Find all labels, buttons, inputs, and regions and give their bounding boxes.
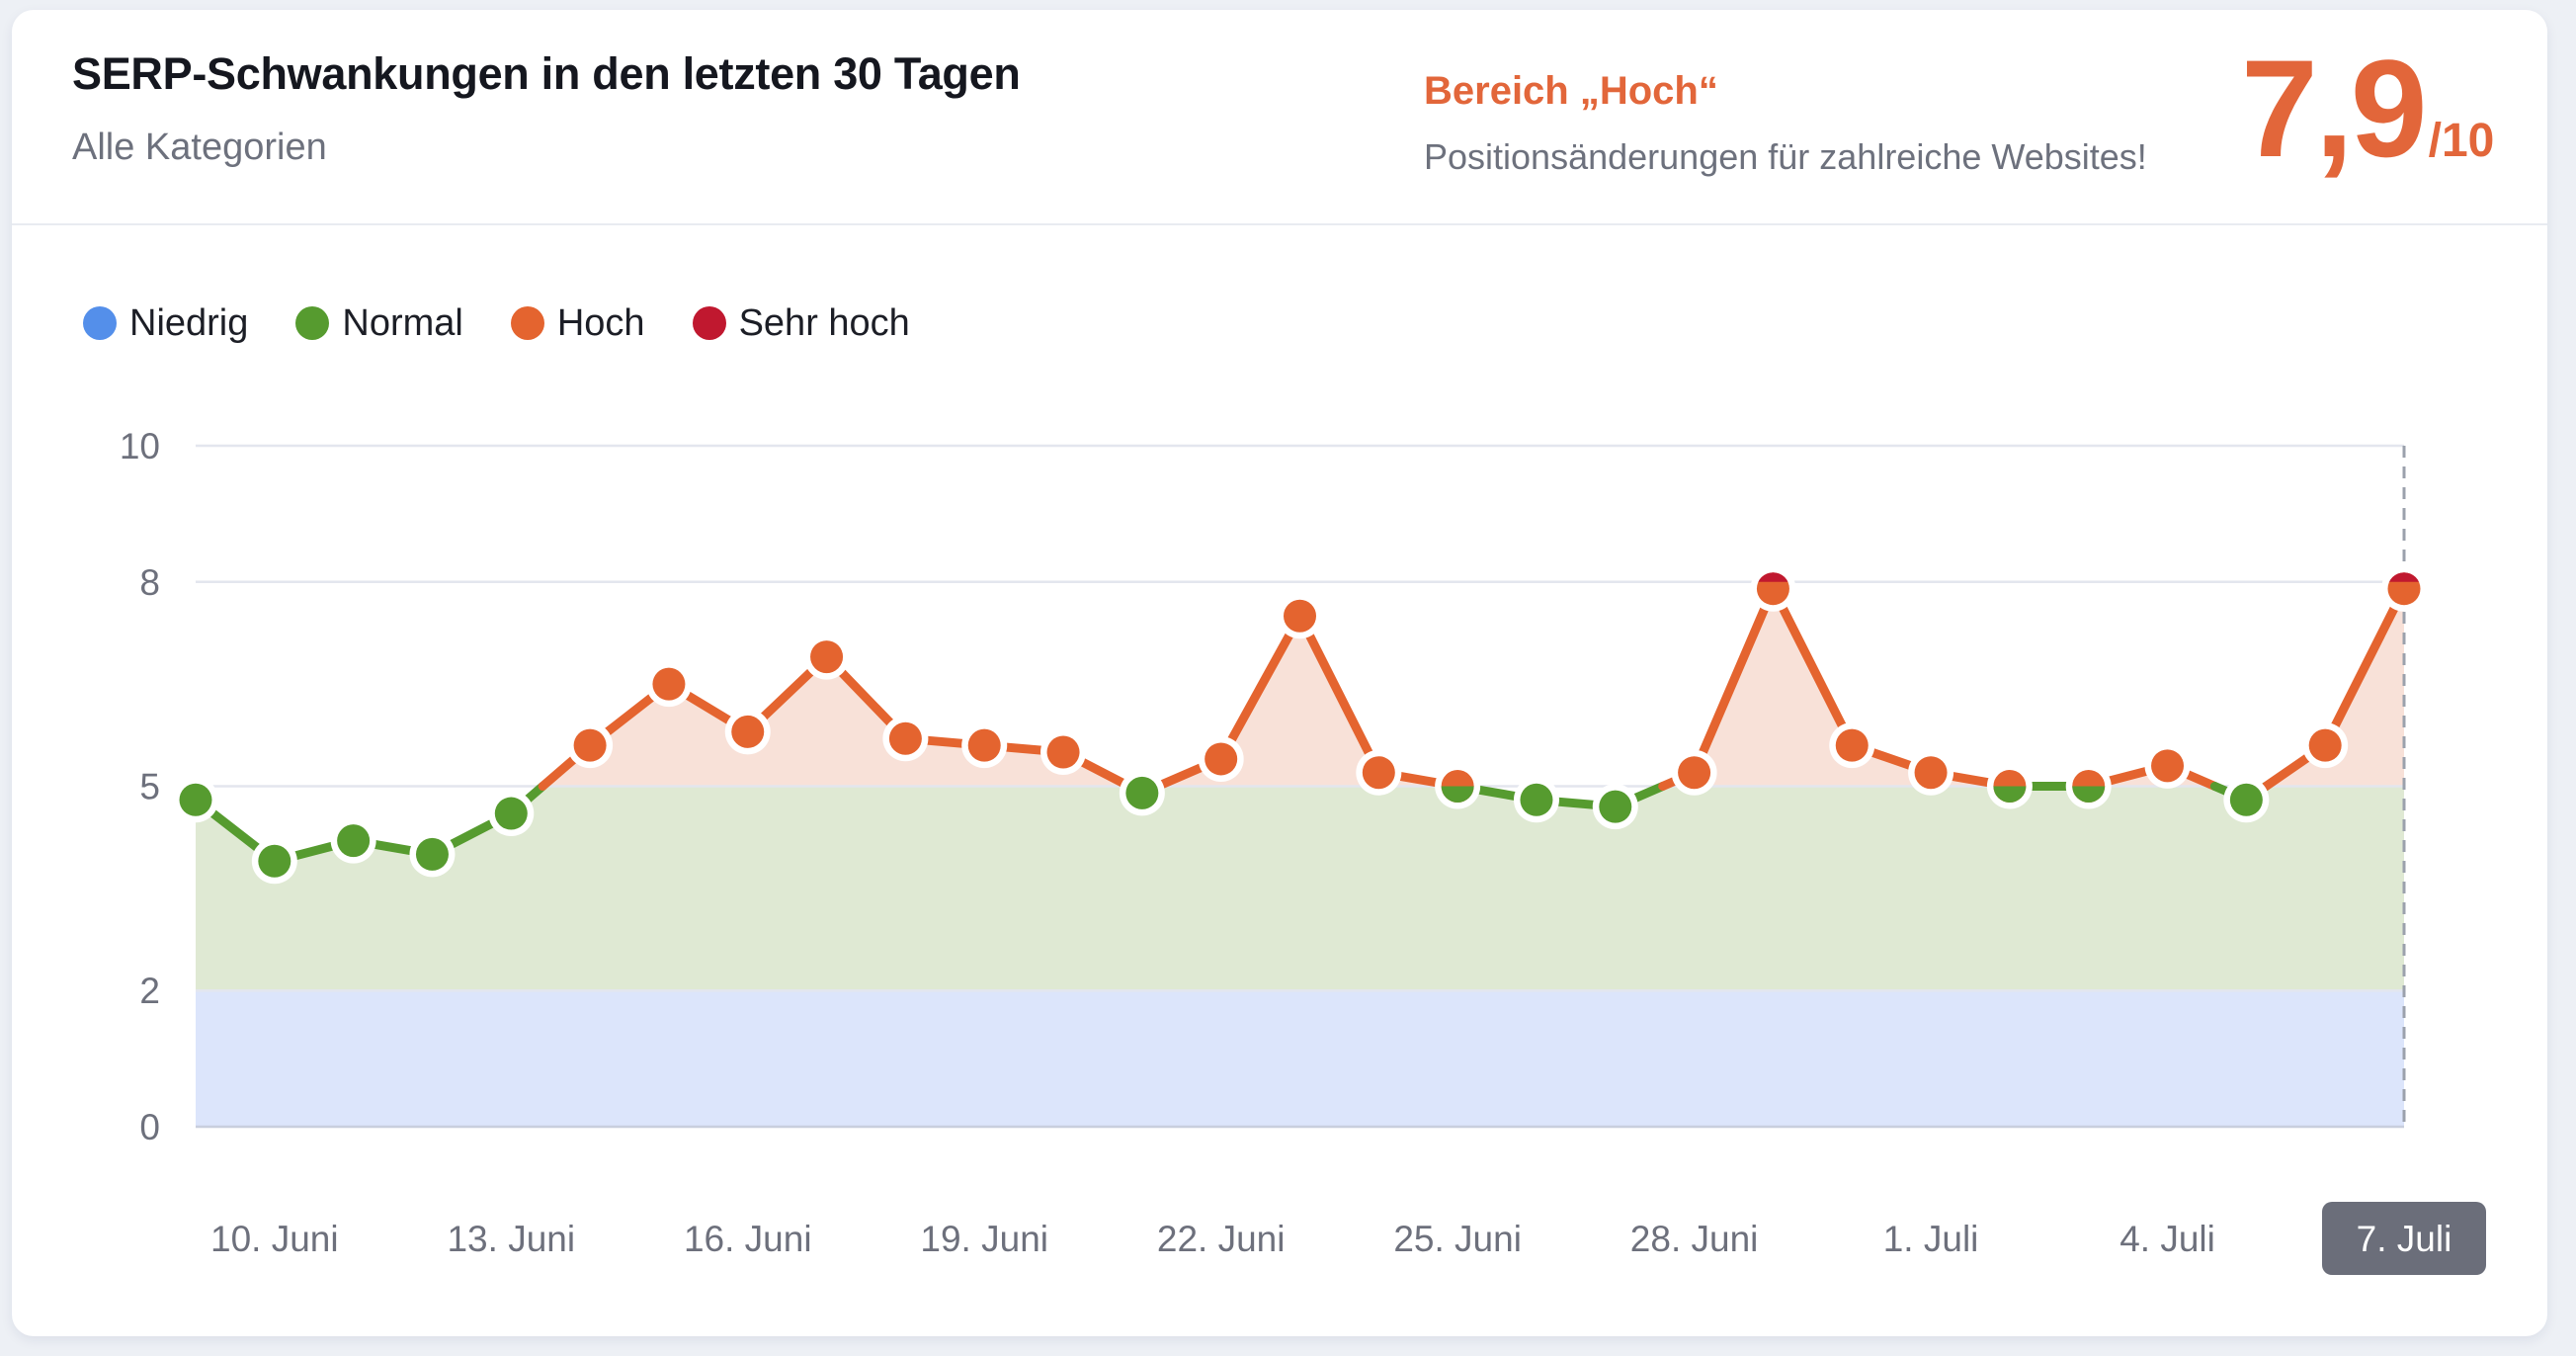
area-hoch-fill xyxy=(2266,588,2404,787)
legend-item-normal: Normal xyxy=(295,302,463,344)
area-hoch-fill xyxy=(1662,588,2215,787)
niedrig-legend-dot-icon xyxy=(83,306,117,340)
normal-legend-dot-icon xyxy=(295,306,330,340)
area-normal-fill xyxy=(196,786,2404,991)
volatility-score: 7,9 /10 xyxy=(2241,40,2494,178)
chart-legend: Niedrig Normal Hoch Sehr hoch xyxy=(83,304,910,342)
current-date-badge-label: 7. Juli xyxy=(2357,1219,2452,1259)
x-tick-label: 28. Juni xyxy=(1630,1219,1759,1259)
data-point-18-juni[interactable] xyxy=(888,721,922,755)
x-tick-label: 22. Juni xyxy=(1157,1219,1286,1259)
data-point-sehr-hoch-cap xyxy=(2389,572,2419,582)
data-point-1-juli[interactable] xyxy=(1914,756,1948,790)
serp-volatility-chart: 0 2 5 8 10 10. Juni 13. Juni 16. Juni 19. Juni 22… xyxy=(120,426,2486,1275)
data-point-10-juni[interactable] xyxy=(258,844,291,878)
data-point-5-juli[interactable] xyxy=(2229,783,2263,816)
data-point-9-juni[interactable] xyxy=(179,783,212,816)
score-denominator: /10 xyxy=(2428,115,2495,167)
score-value: 7,9 xyxy=(2241,31,2428,186)
y-tick-label-0: 0 xyxy=(139,1107,160,1147)
status-level-label: Bereich „Hoch“ xyxy=(1424,69,1718,113)
data-point-28-juni[interactable] xyxy=(1678,756,1711,790)
data-point-17-juni[interactable] xyxy=(810,640,844,674)
data-point-30-juni[interactable] xyxy=(1835,728,1869,762)
y-tick-label-10: 10 xyxy=(120,426,160,466)
legend-item-label: Normal xyxy=(342,302,463,344)
data-point-20-juni[interactable] xyxy=(1046,735,1080,769)
x-tick-label: 13. Juni xyxy=(447,1219,575,1259)
serp-volatility-card: SERP-Schwankungen in den letzten 30 Tage… xyxy=(12,10,2547,1336)
data-point-24-juni[interactable] xyxy=(1362,756,1395,790)
data-point-11-juni[interactable] xyxy=(337,824,371,858)
x-tick-label: 1. Juli xyxy=(1883,1219,1979,1259)
data-point-16-juni[interactable] xyxy=(731,715,765,748)
header-divider xyxy=(12,223,2547,225)
x-tick-label: 4. Juli xyxy=(2119,1219,2215,1259)
page-title: SERP-Schwankungen in den letzten 30 Tage… xyxy=(72,48,1021,99)
data-point-split-lower xyxy=(2072,786,2106,803)
legend-item-niedrig: Niedrig xyxy=(83,304,248,342)
data-point-15-juni[interactable] xyxy=(652,667,686,701)
data-point-26-juni[interactable] xyxy=(1520,783,1553,816)
band-niedrig-fill xyxy=(196,990,2404,1127)
x-tick-label: 10. Juni xyxy=(210,1219,339,1259)
data-point-6-juli[interactable] xyxy=(2308,728,2342,762)
legend-item-label: Sehr hoch xyxy=(738,302,910,344)
trend-line-segment xyxy=(1453,782,1668,811)
y-tick-label-8: 8 xyxy=(139,562,160,603)
data-point-21-juni[interactable] xyxy=(1125,776,1159,809)
legend-item-label: Niedrig xyxy=(129,302,249,344)
current-date-badge xyxy=(2322,1202,2486,1275)
data-point-split-lower xyxy=(1993,786,2027,803)
data-point-14-juni[interactable] xyxy=(573,728,607,762)
x-tick-label: 19. Juni xyxy=(920,1219,1048,1259)
hoch-legend-dot-icon xyxy=(510,306,544,340)
legend-item-hoch: Hoch xyxy=(510,302,645,344)
legend-item-sehr-hoch: Sehr hoch xyxy=(692,302,910,344)
sehr-hoch-legend-dot-icon xyxy=(692,306,726,340)
legend-item-label: Hoch xyxy=(556,302,645,344)
data-point-22-juni[interactable] xyxy=(1205,742,1238,776)
data-point-23-juni[interactable] xyxy=(1284,599,1316,633)
x-tick-label: 25. Juni xyxy=(1393,1219,1522,1259)
category-filter-label: Alle Kategorien xyxy=(72,127,327,168)
x-tick-label: 16. Juni xyxy=(684,1219,812,1259)
data-point-split-lower xyxy=(1441,786,1474,803)
data-point-12-juni[interactable] xyxy=(415,837,449,871)
status-description: Positionsänderungen für zahlreiche Websi… xyxy=(1424,136,2147,177)
data-point-19-juni[interactable] xyxy=(967,728,1001,762)
y-tick-label-2: 2 xyxy=(139,971,160,1011)
data-point-13-juni[interactable] xyxy=(494,797,528,830)
data-point-sehr-hoch-cap xyxy=(1758,572,1788,582)
data-point-27-juni[interactable] xyxy=(1599,790,1632,823)
data-point-4-juli[interactable] xyxy=(2151,749,2185,783)
y-tick-label-5: 5 xyxy=(139,766,160,806)
